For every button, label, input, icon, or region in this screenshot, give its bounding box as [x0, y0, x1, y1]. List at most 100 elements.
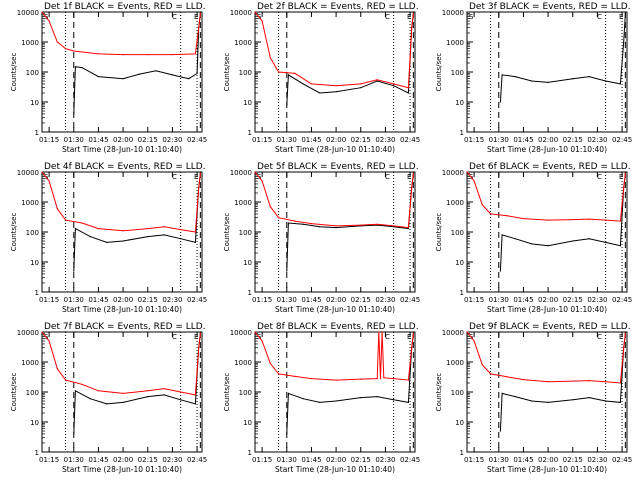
data-point-lld [473, 180, 475, 182]
data-point-lld [481, 364, 483, 366]
series-line-events [286, 333, 414, 434]
chart-title: Det 9f BLACK = Events, RED = LLD. [469, 322, 631, 332]
x-tick-label: 02:30 [162, 136, 182, 144]
data-point-events [547, 81, 549, 83]
y-tick-label: 1000 [21, 359, 39, 367]
data-point-events [171, 74, 173, 76]
y-tick-label: 1 [35, 449, 39, 457]
x-axis-label: Start Time (28-Jun-10 01:10:40) [62, 305, 182, 314]
data-point-events [588, 76, 590, 78]
y-tick-label: 1 [460, 129, 464, 137]
data-point-events [501, 74, 503, 76]
x-tick-label: 01:30 [489, 456, 509, 464]
data-point-events [605, 400, 607, 402]
x-axis-label: Start Time (28-Jun-10 01:10:40) [275, 305, 395, 314]
data-point-events [287, 222, 289, 224]
data-point-events [588, 238, 590, 240]
series-line-events [73, 173, 201, 272]
x-tick-label: 02:45 [612, 136, 632, 144]
marker-c: C [172, 13, 177, 21]
data-point-events [407, 92, 409, 94]
y-axis-label: Counts/sec [223, 53, 231, 92]
data-point-events [188, 78, 190, 80]
data-point-events [147, 236, 149, 238]
data-point-events [89, 398, 91, 400]
x-tick-label: 02:30 [375, 136, 395, 144]
chart-title: Det 4f BLACK = Events, RED = LLD. [44, 162, 206, 172]
data-point-lld [522, 379, 525, 381]
data-point-events [319, 401, 321, 403]
x-tick-label: 02:30 [375, 296, 395, 304]
y-tick-label: 100 [451, 229, 464, 237]
y-axis-label: Counts/sec [223, 373, 231, 412]
x-tick-label: 02:45 [187, 296, 207, 304]
x-tick-label: 02:00 [326, 296, 346, 304]
data-point-lld [171, 54, 173, 56]
data-point-events [531, 80, 533, 82]
data-point-lld [310, 223, 312, 225]
data-point-events [81, 67, 83, 69]
x-tick-label: 02:00 [326, 456, 346, 464]
y-axis-label: Counts/sec [435, 213, 443, 252]
x-tick-label: 02:45 [187, 456, 207, 464]
data-point-events [194, 241, 196, 243]
data-point-lld [269, 57, 271, 59]
data-point-events [547, 245, 549, 247]
data-point-events [499, 430, 501, 432]
data-point-events [619, 83, 622, 85]
y-tick-label: 10 [30, 419, 39, 427]
y-tick-label: 1000 [234, 359, 252, 367]
series-line-events [499, 173, 626, 272]
data-point-lld [360, 378, 362, 380]
data-point-events [514, 238, 516, 240]
data-point-events [499, 101, 501, 103]
data-point-lld [379, 378, 382, 380]
series-line-events [286, 13, 414, 105]
x-axis-label: Start Time (28-Jun-10 01:10:40) [487, 145, 607, 154]
chart-panel-5: Det 5f BLACK = Events, RED = LLD. 1 10 100 1… [223, 162, 420, 314]
marker-e: E [619, 333, 623, 341]
x-tick-label: 02:00 [538, 296, 558, 304]
data-point-lld [56, 41, 58, 43]
data-point-events [155, 70, 157, 72]
data-point-events [547, 401, 549, 403]
data-point-events [376, 80, 378, 82]
data-point-lld [294, 72, 296, 74]
x-tick-label: 02:15 [351, 456, 371, 464]
x-tick-label: 01:15 [464, 456, 484, 464]
chart-title: Det 8f BLACK = Events, RED = LLD. [257, 322, 419, 332]
marker-e: E [619, 13, 623, 21]
data-point-events [73, 433, 75, 435]
data-point-lld [572, 380, 574, 382]
x-tick-label: 02:45 [187, 136, 207, 144]
x-tick-label: 01:30 [64, 456, 84, 464]
y-tick-label: 10000 [230, 9, 252, 17]
data-point-events [122, 240, 124, 242]
data-point-lld [481, 204, 483, 206]
x-tick-label: 02:15 [351, 136, 371, 144]
data-point-lld [624, 172, 627, 174]
data-point-lld [383, 377, 385, 379]
y-tick-label: 1000 [234, 199, 252, 207]
data-point-lld [97, 390, 99, 392]
data-point-events [302, 83, 304, 85]
chart-title: Det 5f BLACK = Events, RED = LLD. [257, 162, 419, 172]
x-tick-label: 02:45 [612, 296, 632, 304]
x-axis-label: Start Time (28-Jun-10 01:10:40) [275, 465, 395, 474]
data-point-lld [411, 27, 413, 29]
y-tick-label: 100 [26, 69, 39, 77]
y-tick-label: 10 [455, 259, 464, 267]
y-tick-label: 100 [239, 69, 252, 77]
y-tick-label: 100 [239, 389, 252, 397]
x-axis-label: Start Time (28-Jun-10 01:10:40) [62, 465, 182, 474]
x-tick-label: 01:15 [39, 456, 59, 464]
x-tick-label: 02:45 [400, 296, 420, 304]
data-point-lld [65, 219, 67, 221]
data-point-events [319, 226, 321, 228]
data-point-lld [407, 379, 409, 381]
x-tick-label: 02:30 [587, 456, 607, 464]
data-point-lld [393, 225, 395, 227]
x-tick-label: 01:45 [88, 296, 108, 304]
x-tick-label: 01:45 [88, 456, 108, 464]
data-point-events [73, 270, 75, 272]
